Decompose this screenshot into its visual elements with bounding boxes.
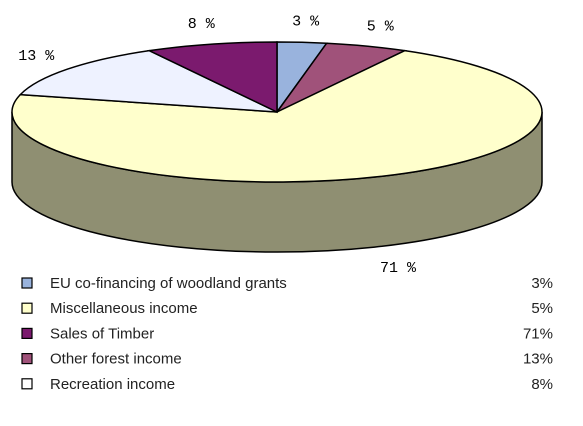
data-label: 5 % — [367, 18, 395, 35]
legend-value: 71% — [523, 325, 553, 342]
legend-label: Sales of Timber — [50, 325, 154, 342]
legend-label: Other forest income — [50, 351, 182, 368]
legend-label: Recreation income — [50, 376, 175, 393]
pie-slice — [146, 41, 278, 114]
legend-swatch — [21, 378, 33, 390]
data-label: 8 % — [188, 16, 216, 33]
legend-swatch — [21, 302, 33, 314]
data-label: 3 % — [292, 13, 320, 30]
data-label: 71 % — [380, 260, 417, 277]
legend-value: 3% — [531, 275, 553, 292]
legend-value: 5% — [531, 300, 553, 317]
pie-slice — [11, 49, 543, 183]
legend-value: 8% — [531, 376, 553, 393]
legend-label: Miscellaneous income — [50, 300, 198, 317]
legend-swatch — [21, 353, 33, 365]
legend-value: 13% — [523, 351, 553, 368]
data-label: 13 % — [18, 48, 55, 65]
legend-swatch — [21, 327, 33, 339]
pie-slice — [18, 49, 278, 113]
legend-label: EU co-financing of woodland grants — [50, 275, 287, 292]
legend-swatch — [21, 277, 33, 289]
